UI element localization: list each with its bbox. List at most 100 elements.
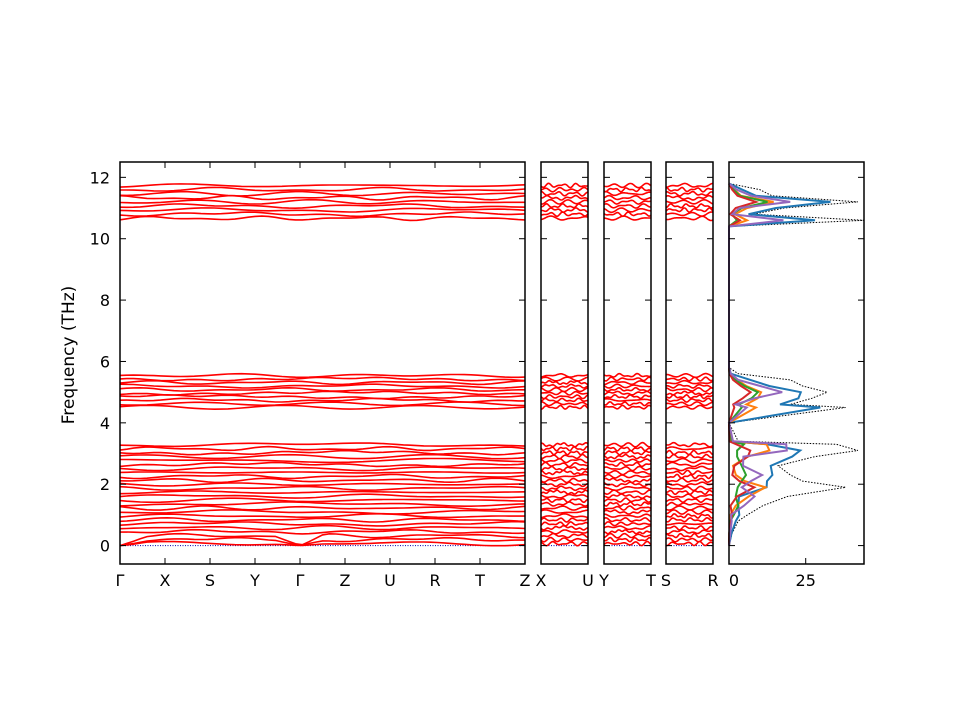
band-branch: [603, 516, 652, 523]
band-branch: [540, 481, 589, 488]
band-branch: [665, 186, 714, 193]
band-branch: [665, 182, 714, 189]
band-branch: [540, 386, 589, 393]
band-branch: [540, 532, 589, 539]
band-branch: [603, 190, 652, 197]
band-branch: [540, 207, 589, 213]
band-branch: [119, 524, 526, 531]
band-panel-frame: [665, 161, 714, 565]
band-branch: [666, 372, 714, 379]
band-branch: [603, 529, 652, 535]
band-branch: [665, 461, 714, 468]
partial-dos-curve: [727, 183, 760, 546]
band-branch: [540, 489, 589, 495]
band-branch: [603, 211, 652, 218]
band-branch: [665, 404, 714, 410]
band-branch: [665, 505, 714, 511]
band-branch: [603, 501, 652, 507]
band-branch: [603, 509, 652, 515]
band-branch: [119, 509, 526, 515]
band-branch: [119, 512, 525, 519]
band-branch: [119, 466, 526, 472]
partial-dos-curve: [727, 182, 791, 546]
band-branch: [603, 397, 652, 402]
band-branch: [541, 404, 589, 410]
band-branch: [540, 202, 589, 209]
band-branch: [665, 485, 713, 492]
band-branch: [603, 473, 651, 479]
band-branch: [119, 453, 526, 460]
band-branch: [119, 393, 526, 400]
band-branch: [665, 215, 714, 222]
band-branch: [119, 505, 526, 511]
band-branch: [540, 461, 588, 468]
band-branch: [665, 194, 714, 201]
band-branch: [119, 485, 526, 492]
band-branch: [603, 540, 652, 547]
band-branch: [119, 449, 526, 456]
y-tick-label: 6: [100, 352, 110, 371]
x-tick-label: Z: [520, 571, 531, 590]
band-branch: [665, 513, 714, 519]
band-branch: [540, 457, 589, 464]
band-branch: [603, 401, 652, 407]
band-branch: [603, 186, 652, 193]
band-branch: [665, 376, 714, 382]
band-branch: [665, 446, 714, 451]
band-branch: [666, 489, 714, 496]
band-branch: [540, 445, 589, 452]
band-branch: [665, 473, 714, 480]
band-branch: [540, 509, 588, 514]
band-branch: [603, 525, 652, 531]
band-branch: [540, 521, 589, 527]
band-branch: [603, 465, 652, 472]
band-branch: [603, 383, 651, 389]
band-branch: [665, 457, 713, 464]
band-branch: [540, 400, 589, 407]
band-branch: [665, 386, 714, 393]
band-branch: [540, 473, 589, 480]
band-branch: [665, 481, 714, 488]
band-panel-frame: [603, 161, 652, 565]
band-branch: [540, 198, 589, 205]
band-branch: [540, 376, 589, 382]
band-branch: [119, 540, 526, 547]
band-branch: [603, 215, 652, 221]
band-branch: [540, 397, 588, 403]
dos-panel-frame: [728, 161, 865, 565]
y-tick-label: 4: [100, 414, 110, 433]
band-branch: [119, 397, 525, 403]
band-branch: [603, 441, 652, 448]
band-branch: [540, 450, 589, 456]
band-branch: [119, 501, 526, 507]
band-branch: [540, 394, 589, 400]
band-branch: [540, 465, 589, 472]
band-branch: [119, 390, 526, 396]
band-branch: [119, 490, 526, 495]
y-tick-label: 12: [90, 168, 110, 187]
band-branch: [604, 199, 652, 205]
partial-dos-curve: [727, 182, 831, 546]
x-tick-label: X: [160, 571, 171, 590]
band-branch: [665, 477, 714, 484]
total-dos-curve: [728, 183, 865, 546]
band-branch: [665, 501, 714, 507]
band-branch: [540, 505, 589, 511]
band-panel-frame: [540, 161, 589, 565]
band-branch: [603, 458, 652, 463]
band-branch: [603, 372, 652, 378]
band-branch: [119, 520, 526, 527]
band-branch: [665, 203, 714, 209]
band-branch: [665, 497, 714, 503]
band-branch: [665, 211, 714, 217]
band-branch: [119, 379, 526, 386]
band-branch: [604, 380, 652, 386]
band-branch: [603, 493, 652, 500]
band-branch: [665, 540, 714, 547]
dos-curves: [727, 182, 865, 546]
band-branch: [119, 461, 526, 468]
band-branch: [119, 493, 526, 499]
band-branch: [665, 383, 713, 389]
band-branch: [119, 536, 526, 547]
